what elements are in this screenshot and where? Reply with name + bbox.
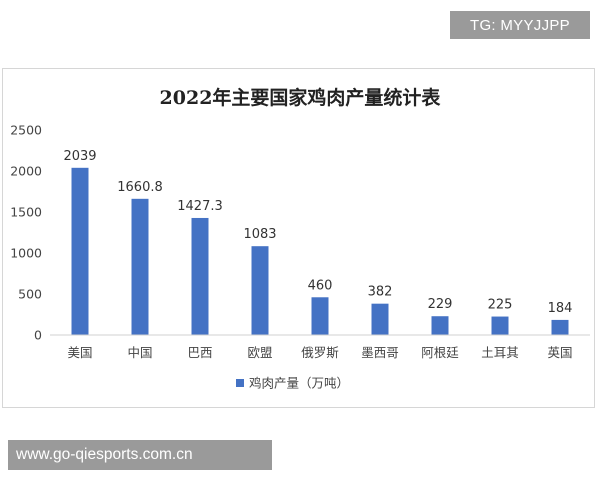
data-label: 1083 [243,227,276,242]
legend-label: 鸡肉产量（万吨） [249,376,349,391]
x-tick-label: 英国 [547,345,572,360]
legend-swatch [236,379,244,387]
y-tick-label: 2000 [10,164,42,179]
x-tick-label: 中国 [127,345,152,360]
watermark-bottom: www.go-qiesports.com.cn [8,440,272,470]
x-tick-label: 土耳其 [481,345,519,360]
data-label: 460 [308,278,333,293]
y-axis: 0 500 1000 1500 2000 2500 [10,123,42,343]
data-label: 184 [548,301,573,316]
y-tick-label: 0 [34,328,42,343]
bar [491,316,509,335]
chart-frame [2,68,595,408]
bar [131,198,149,335]
data-label: 225 [488,298,513,313]
data-label: 1660.8 [117,180,163,195]
bar [371,303,389,335]
x-tick-label: 阿根廷 [421,345,459,360]
y-tick-label: 1500 [10,205,42,220]
x-tick-label: 墨西哥 [361,345,399,360]
bar [311,297,329,335]
bars [71,167,569,335]
watermark-top: TG: MYYJJPP [450,11,590,39]
x-tick-label: 巴西 [187,345,212,360]
data-label: 229 [428,297,453,312]
y-tick-label: 2500 [10,123,42,138]
x-tick-label: 欧盟 [247,345,272,360]
y-tick-label: 1000 [10,246,42,261]
data-label: 1427.3 [177,199,223,214]
x-tick-label: 俄罗斯 [301,345,339,360]
legend: 鸡肉产量（万吨） [236,376,349,391]
data-labels: 2039 1660.8 1427.3 1083 460 382 229 225 184 [63,149,572,316]
x-tick-label: 美国 [67,345,92,360]
x-axis: 美国 中国 巴西 欧盟 俄罗斯 墨西哥 阿根廷 土耳其 英国 [50,334,590,360]
bar [251,246,269,335]
bar [191,217,209,335]
chart-title: 2022年主要国家鸡肉产量统计表 [160,86,442,109]
data-label: 2039 [63,149,96,164]
data-label: 382 [368,285,393,300]
bar [551,319,569,335]
y-tick-label: 500 [18,287,42,302]
bar [71,167,89,335]
bar [431,316,449,335]
